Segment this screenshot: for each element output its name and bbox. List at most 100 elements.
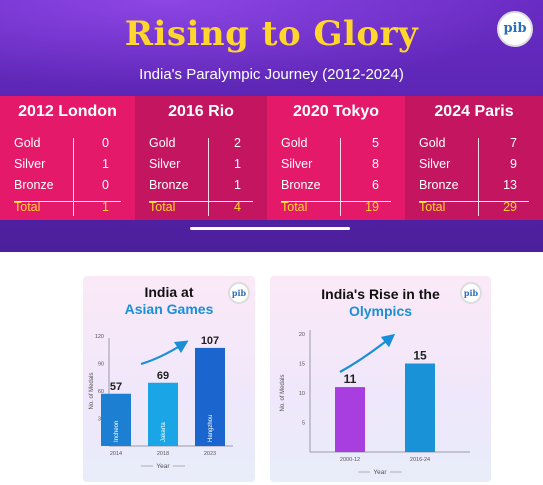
gold-row: Gold 5 [281,134,391,154]
bar [335,387,365,452]
gold-value: 0 [102,136,109,150]
silver-row: Silver 8 [281,155,391,175]
bronze-value: 0 [102,178,109,192]
gold-row: Gold 7 [419,134,529,154]
asian-games-card: India at Asian Games pib 30 60 90 120 No. of… [83,276,255,482]
pib-logo-icon: pib [228,282,250,304]
total-value: 19 [365,200,379,214]
bar [195,347,225,446]
total-divider [281,201,391,202]
total-divider [419,201,529,202]
bronze-row: Bronze 6 [281,176,391,196]
total-row: Total 1 [14,198,121,218]
silver-row: Silver 9 [419,155,529,175]
gold-label: Gold [419,136,446,150]
carousel-scrollbar[interactable] [190,227,350,230]
silver-value: 9 [510,157,517,171]
bar [148,382,178,446]
total-divider [149,201,253,202]
paralympic-banner: Rising to Glory India's Paralympic Journ… [0,0,543,252]
games-column-tokyo: 2020 Tokyo Gold 5 Silver 8 Bronze 6 Total 19 [267,96,405,220]
total-row: Total 19 [281,198,391,218]
gold-row: Gold 2 [149,134,253,154]
x-tick-label: 2014 [110,451,122,457]
gold-row: Gold 0 [14,134,121,154]
bar-inner-label: Incheon [114,421,120,442]
data-label: 107 [201,335,219,347]
y-tick-label: 90 [98,362,104,368]
games-name: 2024 Paris [434,103,514,120]
gold-label: Gold [149,136,176,150]
total-row: Total 4 [149,198,253,218]
silver-label: Silver [419,157,451,171]
bar-inner-label: Jakarta [161,422,167,442]
y-tick-label: 30 [98,417,104,423]
chart-title-line1: India's Rise in the [321,286,440,302]
pib-logo-icon: pib [460,282,482,304]
data-label: 57 [110,381,122,393]
y-axis-label: No. of Medals [89,372,95,409]
total-label: Total [419,200,446,214]
x-axis-label: Year [156,463,170,470]
bar [101,393,131,446]
x-tick-label: 2023 [204,451,216,457]
gold-label: Gold [14,136,41,150]
games-name: 2020 Tokyo [293,103,379,120]
trend-arrow-icon [339,333,396,373]
games-name: 2012 London [18,103,117,120]
y-tick-label: 5 [302,421,305,427]
chart-title-line2: Asian Games [124,301,214,317]
silver-label: Silver [281,157,313,171]
total-value: 1 [102,200,109,214]
silver-value: 1 [102,157,109,171]
silver-value: 8 [372,157,379,171]
x-tick-label: 2018 [157,451,169,457]
x-tick-label: 2016-24 [410,457,430,463]
gold-value: 7 [510,136,517,150]
bronze-row: Bronze 13 [419,176,529,196]
bronze-label: Bronze [419,178,459,192]
total-label: Total [281,200,308,214]
y-tick-label: 10 [299,391,305,397]
bronze-value: 13 [503,178,517,192]
chart-title-line2: Olympics [348,303,413,319]
bronze-value: 6 [372,178,379,192]
trend-arrow-icon [140,340,189,366]
gold-value: 5 [372,136,379,150]
total-row: Total 29 [419,198,529,218]
banner-subtitle: India's Paralympic Journey (2012-2024) [139,66,404,83]
games-column-rio: 2016 Rio Gold 2 Silver 1 Bronze 1 Total 4 [135,96,267,220]
data-label: 11 [344,372,357,386]
y-tick-label: 20 [299,332,305,338]
bronze-row: Bronze 0 [14,176,121,196]
y-tick-label: 120 [95,334,104,340]
olympics-card: India's Rise in the Olympics pib 5 10 15 20… [270,276,491,482]
silver-label: Silver [149,157,181,171]
column-divider [73,138,74,216]
bronze-label: Bronze [14,178,54,192]
y-axis-label: No. of Medals [280,374,286,411]
total-value: 4 [234,200,241,214]
column-divider [478,138,479,216]
games-name: 2016 Rio [168,103,234,120]
total-divider [14,201,121,202]
y-tick-label: 60 [98,389,104,395]
column-divider [208,138,209,216]
x-axis-label: Year [373,469,387,476]
total-value: 29 [503,200,517,214]
x-tick-label: 2000-12 [340,457,360,463]
data-label: 15 [413,349,427,363]
silver-value: 1 [234,157,241,171]
pib-logo-icon: pib [497,11,533,47]
column-divider [340,138,341,216]
total-label: Total [149,200,176,214]
bronze-label: Bronze [149,178,189,192]
silver-row: Silver 1 [149,155,253,175]
chart-title-line1: India at [144,284,194,300]
y-tick-label: 15 [299,362,305,368]
bar-inner-label: Hangzhou [208,415,214,442]
bar [405,363,435,452]
gold-value: 2 [234,136,241,150]
silver-row: Silver 1 [14,155,121,175]
bronze-value: 1 [234,178,241,192]
